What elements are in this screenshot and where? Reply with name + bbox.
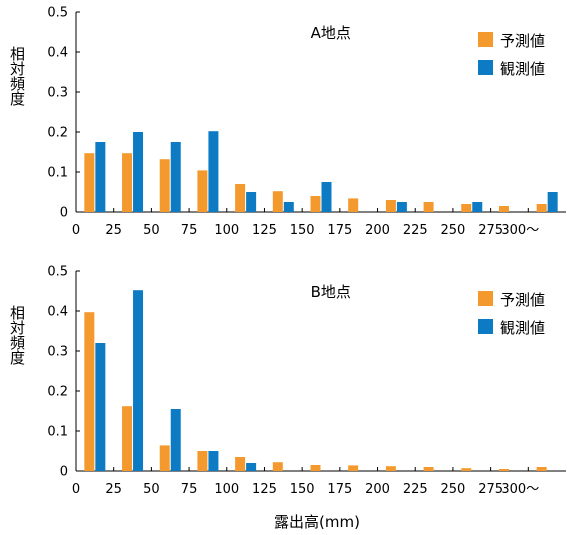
legend-label: 観測値: [500, 319, 545, 337]
bar-predicted: [498, 206, 509, 212]
y-tick-label: 0.4: [47, 305, 68, 320]
y-tick-label: 0.3: [47, 86, 68, 101]
bar-predicted: [385, 200, 396, 212]
legend-swatch: [478, 319, 493, 334]
y-tick-label: 0: [60, 206, 68, 221]
x-tick-label: 225: [403, 223, 428, 238]
bar-predicted: [84, 312, 95, 471]
x-tick-label: 150: [290, 482, 315, 497]
x-tick-label: 300〜: [501, 223, 539, 238]
bar-predicted: [159, 445, 170, 471]
x-tick-label: 225: [403, 482, 428, 497]
bar-predicted: [197, 170, 208, 212]
bar-observed: [246, 463, 257, 471]
bar-observed: [283, 202, 294, 212]
x-tick-label: 50: [143, 482, 160, 497]
x-tick-label: 25: [105, 482, 122, 497]
x-tick-label: 175: [327, 482, 352, 497]
bar-predicted: [310, 196, 321, 212]
bar-observed: [170, 142, 181, 212]
bar-predicted: [197, 451, 208, 471]
bar-observed: [246, 192, 257, 212]
bar-predicted: [348, 198, 359, 212]
bar-predicted: [461, 468, 472, 471]
x-tick-label: 50: [143, 223, 160, 238]
y-tick-label: 0.2: [47, 126, 68, 141]
legend-swatch: [478, 291, 493, 306]
x-tick-label: 275: [478, 223, 503, 238]
bar-observed: [208, 131, 219, 212]
x-tick-label: 100: [214, 223, 239, 238]
x-tick-label: 300〜: [501, 482, 539, 497]
y-axis-label: 相対頻度: [8, 305, 26, 365]
bar-observed: [547, 192, 558, 212]
bar-predicted: [423, 467, 434, 471]
x-tick-label: 125: [252, 482, 277, 497]
y-tick-label: 0.5: [47, 265, 68, 280]
panel-a: 0 0.1 0.2 0.3 0.4 0.5 0 25 50 75 100 125 150 175 200 22…: [8, 6, 566, 238]
y-tick-label: 0.1: [47, 425, 68, 440]
bar-predicted: [461, 204, 472, 212]
legend-label: 予測値: [500, 291, 545, 309]
bar-observed: [133, 132, 144, 212]
x-tick-label: 0: [72, 223, 80, 238]
y-tick-label: 0.3: [47, 345, 68, 360]
bar-observed: [95, 142, 106, 212]
bar-predicted: [272, 462, 283, 471]
y-tick-label: 0.4: [47, 46, 68, 61]
x-tick-label: 0: [72, 482, 80, 497]
bar-predicted: [423, 202, 434, 212]
legend-swatch: [478, 32, 493, 47]
legend-swatch: [478, 60, 493, 75]
bar-observed: [472, 202, 483, 212]
bar-predicted: [122, 406, 133, 471]
bar-predicted: [348, 465, 359, 471]
x-tick-label: 250: [441, 482, 466, 497]
x-tick-label: 75: [181, 482, 198, 497]
bar-observed: [396, 202, 407, 212]
bar-observed: [170, 409, 181, 471]
bar-predicted: [385, 466, 396, 471]
panel-title: A地点: [311, 24, 351, 42]
bar-observed: [321, 182, 332, 212]
legend-label: 観測値: [500, 60, 545, 78]
x-axis-label: 露出高(mm): [274, 513, 360, 531]
x-tick-label: 25: [105, 223, 122, 238]
bar-observed: [95, 343, 106, 471]
bar-predicted: [536, 467, 547, 471]
bar-observed: [133, 290, 144, 471]
x-tick-label: 200: [365, 223, 390, 238]
x-tick-label: 275: [478, 482, 503, 497]
y-tick-label: 0: [60, 465, 68, 480]
legend-label: 予測値: [500, 32, 545, 50]
bar-predicted: [498, 469, 509, 471]
y-tick-label: 0.5: [47, 6, 68, 21]
bar-predicted: [310, 465, 321, 471]
bar-observed: [208, 451, 219, 471]
y-tick-label: 0.1: [47, 166, 68, 181]
bar-predicted: [122, 153, 133, 212]
x-tick-label: 100: [214, 482, 239, 497]
x-tick-label: 200: [365, 482, 390, 497]
x-tick-label: 250: [441, 223, 466, 238]
panel-title: B地点: [311, 283, 351, 301]
x-tick-label: 175: [327, 223, 352, 238]
bar-predicted: [272, 191, 283, 212]
x-tick-label: 150: [290, 223, 315, 238]
y-axis-label: 相対頻度: [8, 46, 26, 106]
bar-predicted: [84, 153, 95, 212]
bar-predicted: [235, 184, 246, 212]
bar-predicted: [536, 204, 547, 212]
x-tick-label: 125: [252, 223, 277, 238]
panel-b: 0 0.1 0.2 0.3 0.4 0.5 0 25 50 75 100 125 150 175 200 22…: [8, 265, 566, 531]
bar-predicted: [159, 159, 170, 212]
x-tick-label: 75: [181, 223, 198, 238]
bar-predicted: [235, 457, 246, 471]
y-tick-label: 0.2: [47, 385, 68, 400]
